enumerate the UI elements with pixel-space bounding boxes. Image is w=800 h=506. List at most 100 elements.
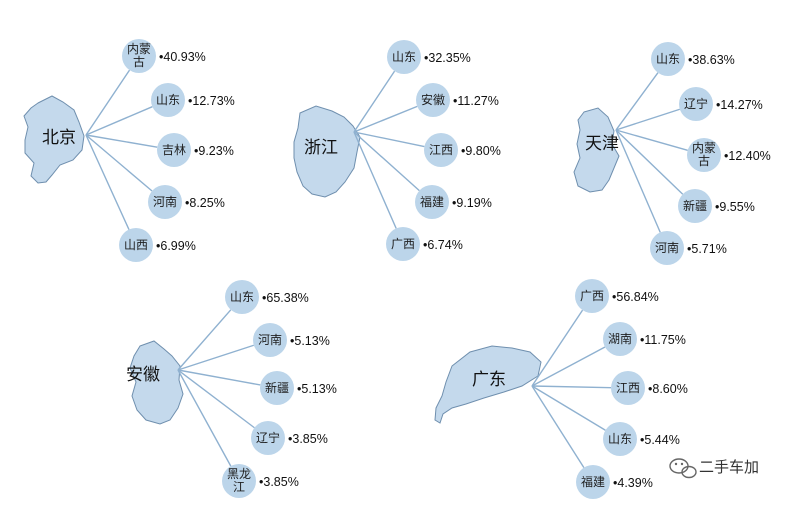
destination-name: 江西 [616, 381, 640, 395]
share-percent: •65.38% [262, 291, 309, 305]
destination-node [253, 323, 287, 357]
destination-name: 福建 [420, 194, 444, 209]
share-percent: •9.23% [194, 144, 234, 158]
connector-line [85, 134, 153, 192]
origin-group: 天津 山东 •38.63% 辽宁 •14.27% 内蒙古 •12.40% 新疆 •9.55% 河南… [585, 42, 771, 265]
region-shape-guangdong [434, 345, 542, 424]
share-percent: •40.93% [159, 50, 206, 64]
destination-name: 安徽 [421, 92, 445, 107]
destination-node [576, 465, 610, 499]
connector-line [177, 369, 232, 467]
region-shape-zhejiang [293, 105, 361, 198]
connector-line [531, 346, 606, 387]
destination-name: 河南 [258, 332, 282, 347]
connector-line [531, 385, 585, 469]
destination-node [260, 371, 294, 405]
share-percent: •5.13% [297, 382, 337, 396]
connector-line [615, 108, 681, 131]
destination-node [687, 138, 721, 172]
connector-line [177, 369, 261, 386]
origin-group: 北京 内蒙古 •40.93% 山东 •12.73% 吉林 •9.23% 河南 •8.25% 山西 •… [42, 39, 235, 262]
origin-group: 广东 广西 •56.84% 湖南 •11.75% 江西 •8.60% 山东 •5.44% 福建 •4… [472, 279, 688, 499]
destination-name: 江 [233, 480, 245, 494]
share-percent: •6.74% [423, 238, 463, 252]
destination-node [651, 42, 685, 76]
destination-name: 内蒙 [127, 42, 151, 56]
destination-name: 广西 [580, 289, 604, 303]
connector-line [177, 309, 232, 371]
destination-name: 湖南 [608, 331, 632, 346]
origin-group: 安徽 山东 •65.38% 河南 •5.13% 新疆 •5.13% 辽宁 •3.85% 黑龙江 •3… [126, 280, 337, 498]
share-percent: •5.71% [687, 242, 727, 256]
destination-name: 山东 [156, 93, 180, 107]
destination-node [251, 421, 285, 455]
destination-name: 福建 [581, 474, 605, 489]
region-label: 浙江 [304, 138, 338, 157]
region-shape-anhui [129, 340, 184, 425]
connector-line [531, 309, 584, 387]
destination-name: 山东 [656, 52, 680, 66]
watermark-text: 二手车加 [699, 459, 759, 476]
destination-node [151, 83, 185, 117]
share-percent: •3.85% [288, 432, 328, 446]
destination-name: 河南 [153, 194, 177, 209]
connector-line [531, 385, 606, 431]
connector-line [353, 131, 397, 229]
destination-name: 黑龙 [227, 467, 251, 481]
destination-node [611, 371, 645, 405]
share-percent: •11.75% [640, 333, 686, 347]
share-percent: •5.13% [290, 334, 330, 348]
share-percent: •9.19% [452, 196, 492, 210]
region-label: 天津 [585, 134, 619, 153]
connector-line [615, 129, 688, 152]
share-percent: •32.35% [424, 51, 471, 65]
destination-node [157, 133, 191, 167]
destination-node [603, 322, 637, 356]
region-shape-tianjin [573, 107, 620, 193]
connector-line [177, 369, 255, 429]
share-percent: •38.63% [688, 53, 735, 67]
connector-line [177, 344, 255, 371]
destination-node [387, 40, 421, 74]
destination-node [415, 185, 449, 219]
connector-line [615, 72, 659, 131]
connector-line [353, 105, 418, 133]
share-percent: •8.25% [185, 196, 225, 210]
connector-line [531, 385, 612, 389]
destination-name: 辽宁 [684, 96, 708, 111]
connector-line [353, 131, 420, 192]
watermark: 二手车加 [669, 458, 759, 479]
share-percent: •12.40% [724, 149, 771, 163]
connector-line [85, 134, 130, 230]
destination-node [225, 280, 259, 314]
share-percent: •3.85% [259, 475, 299, 489]
destination-node [148, 185, 182, 219]
share-percent: •5.44% [640, 433, 680, 447]
destination-name: 辽宁 [256, 430, 280, 445]
destination-name: 内蒙 [692, 141, 716, 155]
share-percent: •8.60% [648, 382, 688, 396]
destination-node [222, 464, 256, 498]
destination-name: 河南 [655, 240, 679, 255]
destination-node [122, 39, 156, 73]
destination-node [650, 231, 684, 265]
destination-node [416, 83, 450, 117]
wechat-icon [669, 458, 697, 479]
destination-name: 新疆 [265, 380, 289, 395]
destination-node [603, 422, 637, 456]
share-percent: •11.27% [453, 94, 499, 108]
share-percent: •12.73% [188, 94, 235, 108]
share-percent: •4.39% [613, 476, 653, 490]
destination-name: 广西 [391, 237, 415, 251]
share-percent: •9.55% [715, 200, 755, 214]
destination-name: 山西 [124, 238, 148, 252]
destination-node [386, 227, 420, 261]
destination-name: 古 [698, 153, 710, 168]
destination-name: 山东 [230, 290, 254, 304]
destination-name: 山东 [392, 50, 416, 64]
region-label: 安徽 [126, 365, 160, 384]
share-percent: •14.27% [716, 98, 763, 112]
connector-line [353, 70, 396, 133]
share-percent: •9.80% [461, 144, 501, 158]
